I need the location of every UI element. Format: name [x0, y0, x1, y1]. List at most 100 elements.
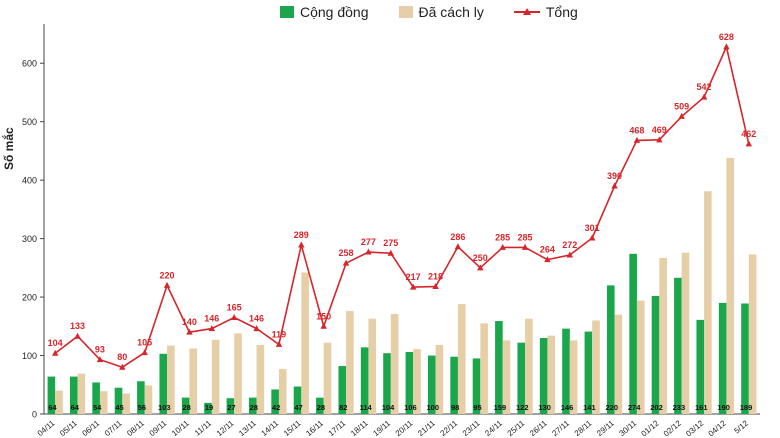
total-point [432, 283, 439, 290]
bar-community [651, 295, 660, 414]
bar-quarantined [569, 340, 578, 414]
total-point [320, 322, 327, 329]
x-tick-label: 28/11 [573, 418, 594, 438]
bar-community [606, 285, 615, 414]
bar-community [741, 303, 749, 414]
bar-community-value-label: 103 [158, 403, 171, 412]
x-tick-label: 26/11 [528, 418, 549, 438]
total-point [588, 234, 596, 241]
bar-community-value-label: 56 [138, 403, 146, 412]
bar-community [316, 397, 324, 414]
x-tick-label: 23/11 [461, 418, 482, 438]
bar-community-value-label: 161 [695, 403, 708, 412]
total-point [163, 281, 171, 288]
total-point [186, 328, 193, 335]
legend-label-quarantined: Đã cách ly [418, 4, 484, 20]
bar-community-value-label: 42 [272, 403, 280, 412]
x-tick-label: 07/11 [103, 418, 124, 438]
total-point [51, 349, 59, 356]
x-tick-label: 24/11 [483, 418, 504, 438]
bar-quarantined [167, 345, 175, 414]
total-point [566, 251, 574, 258]
total-value-label: 146 [204, 314, 219, 324]
total-value-label: 275 [383, 238, 398, 248]
bar-community [271, 389, 279, 414]
bar-quarantined [234, 333, 242, 414]
total-point [723, 43, 730, 50]
bar-community-value-label: 274 [628, 403, 641, 412]
total-point [119, 363, 126, 370]
total-value-label: 80 [117, 352, 127, 362]
x-tick-label: 20/11 [394, 418, 415, 438]
total-point [208, 325, 216, 332]
x-tick-label: 05/11 [58, 418, 79, 438]
total-value-label: 390 [607, 171, 622, 181]
bar-quarantined [525, 318, 533, 414]
bar-community [181, 397, 190, 414]
bar-quarantined [301, 272, 309, 414]
total-point [365, 248, 372, 255]
bar-community-value-label: 159 [494, 403, 507, 412]
bar-quarantined [614, 314, 623, 414]
bar-quarantined [77, 373, 86, 414]
x-tick-label: 12/11 [215, 418, 236, 438]
bar-quarantined [390, 314, 399, 414]
bar-community [360, 347, 369, 414]
bar-community-value-label: 98 [451, 403, 459, 412]
total-point [521, 243, 529, 250]
total-value-label: 509 [674, 101, 689, 111]
bar-community-value-label: 19 [205, 403, 213, 412]
x-tick-label: 14/11 [260, 418, 281, 438]
x-tick-label: 27/11 [550, 418, 571, 438]
bar-community-value-label: 64 [48, 403, 57, 412]
y-tick-label: 100 [22, 351, 37, 361]
total-value-label: 258 [339, 248, 354, 258]
bar-quarantined [480, 323, 488, 414]
x-tick-label: 10/11 [170, 418, 191, 438]
x-tick-label: 09/11 [148, 418, 169, 438]
x-tick-label: 01/12 [639, 418, 661, 438]
bar-community-value-label: 27 [227, 403, 235, 412]
total-value-label: 286 [450, 232, 465, 242]
x-tick-label: 18/11 [349, 418, 370, 438]
total-value-label: 250 [473, 253, 488, 263]
x-tick-label: 04/12 [707, 418, 729, 438]
bar-quarantined [256, 345, 265, 414]
total-value-label: 277 [361, 237, 376, 247]
bar-community [450, 356, 458, 414]
bar-community-value-label: 47 [294, 403, 302, 412]
total-value-label: 140 [182, 317, 197, 327]
x-tick-label: 11/11 [193, 418, 214, 437]
total-point [409, 283, 417, 290]
total-point [387, 249, 395, 256]
total-value-label: 628 [719, 32, 734, 42]
bar-community [427, 355, 436, 414]
legend-item-total: Tổng [513, 4, 578, 20]
legend-label-total: Tổng [545, 4, 578, 20]
bar-quarantined [681, 252, 690, 414]
bar-community [674, 277, 682, 414]
bar-community-value-label: 202 [650, 403, 663, 412]
bar-quarantined [99, 391, 108, 414]
bar-community [293, 386, 302, 414]
total-value-label: 217 [406, 272, 421, 282]
bar-community [696, 319, 705, 414]
x-tick-label: 02/12 [662, 418, 684, 438]
bar-community-value-label: 100 [427, 403, 440, 412]
legend: Cộng đồng Đã cách ly Tổng [280, 4, 578, 20]
bar-community [495, 321, 503, 414]
total-point [745, 140, 753, 147]
total-value-label: 542 [697, 82, 712, 92]
total-value-label: 301 [585, 223, 600, 233]
x-tick-label: 06/11 [81, 418, 102, 438]
legend-item-quarantined: Đã cách ly [398, 4, 484, 20]
legend-swatch-total [513, 8, 540, 15]
y-tick-label: 500 [22, 117, 37, 127]
total-value-label: 150 [316, 311, 331, 321]
bar-community [472, 358, 481, 414]
bar-community-value-label: 122 [516, 403, 529, 412]
x-tick-label: 25/11 [506, 418, 527, 438]
legend-item-community: Cộng đồng [280, 4, 369, 20]
total-point [678, 112, 685, 119]
bar-community [114, 387, 123, 414]
